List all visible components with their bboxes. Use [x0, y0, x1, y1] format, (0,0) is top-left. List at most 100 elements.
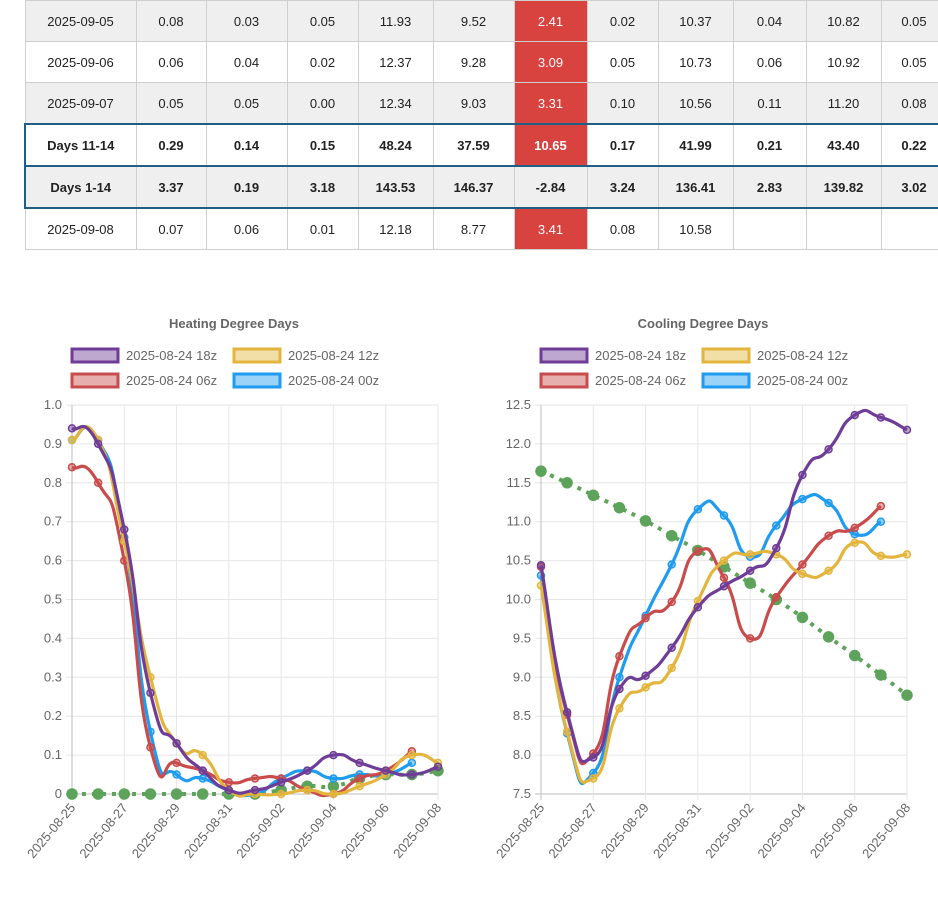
data-point[interactable]: [719, 556, 729, 565]
data-point[interactable]: [822, 631, 835, 643]
data-point[interactable]: [93, 439, 103, 449]
data-point[interactable]: [355, 781, 364, 791]
data-point[interactable]: [327, 780, 340, 792]
data-point[interactable]: [745, 566, 755, 575]
data-point[interactable]: [170, 788, 183, 800]
legend-item[interactable]: 2025-08-24 06z: [539, 372, 686, 389]
data-point[interactable]: [798, 470, 807, 480]
data-point[interactable]: [641, 683, 650, 692]
data-point[interactable]: [824, 445, 833, 454]
data-point[interactable]: [198, 774, 207, 783]
data-point[interactable]: [562, 727, 572, 737]
data-point[interactable]: [144, 788, 157, 800]
legend-item[interactable]: 2025-08-24 18z: [539, 347, 686, 364]
data-point[interactable]: [641, 613, 650, 623]
data-point[interactable]: [824, 566, 833, 575]
data-point[interactable]: [667, 560, 676, 569]
legend-item[interactable]: 2025-08-24 12z: [701, 347, 848, 364]
data-point[interactable]: [172, 758, 181, 768]
data-point[interactable]: [276, 789, 286, 799]
data-point[interactable]: [303, 766, 312, 775]
data-point[interactable]: [719, 573, 729, 582]
data-point[interactable]: [772, 592, 781, 602]
data-point[interactable]: [798, 560, 807, 569]
data-point[interactable]: [719, 511, 729, 520]
data-point[interactable]: [196, 788, 209, 800]
data-point[interactable]: [224, 778, 234, 787]
data-point[interactable]: [615, 673, 624, 682]
data-point[interactable]: [407, 770, 417, 779]
data-point[interactable]: [693, 505, 703, 514]
data-point[interactable]: [876, 517, 886, 526]
data-point[interactable]: [693, 547, 703, 556]
data-point[interactable]: [146, 743, 155, 752]
data-point[interactable]: [250, 774, 260, 783]
data-point[interactable]: [561, 477, 573, 489]
data-point[interactable]: [329, 750, 338, 760]
data-point[interactable]: [745, 634, 755, 643]
legend-item[interactable]: 2025-08-24 12z: [232, 347, 379, 364]
legend-item[interactable]: 2025-08-24 00z: [232, 372, 379, 389]
data-point[interactable]: [276, 778, 286, 787]
data-point[interactable]: [901, 689, 913, 701]
data-point[interactable]: [850, 529, 859, 539]
data-point[interactable]: [172, 739, 181, 748]
data-point[interactable]: [876, 413, 886, 422]
data-point[interactable]: [876, 501, 886, 511]
data-point[interactable]: [848, 649, 861, 662]
data-point[interactable]: [639, 515, 652, 527]
data-point[interactable]: [615, 704, 624, 713]
data-point[interactable]: [824, 531, 833, 540]
data-point[interactable]: [250, 785, 260, 795]
data-point[interactable]: [67, 462, 77, 472]
data-point[interactable]: [824, 498, 833, 508]
data-point[interactable]: [172, 770, 181, 779]
data-point[interactable]: [355, 774, 364, 783]
data-point[interactable]: [667, 663, 676, 673]
data-point[interactable]: [850, 410, 859, 420]
data-point[interactable]: [902, 550, 912, 559]
data-point[interactable]: [355, 758, 364, 768]
legend-item[interactable]: 2025-08-24 00z: [701, 372, 848, 389]
data-point[interactable]: [407, 750, 417, 760]
data-point[interactable]: [198, 750, 207, 760]
data-point[interactable]: [875, 669, 887, 681]
data-point[interactable]: [407, 758, 417, 768]
data-point[interactable]: [433, 762, 443, 772]
data-point[interactable]: [719, 582, 729, 591]
data-point[interactable]: [744, 577, 756, 589]
data-point[interactable]: [562, 708, 572, 717]
data-point[interactable]: [772, 543, 781, 553]
data-point[interactable]: [224, 785, 234, 795]
data-point[interactable]: [329, 789, 338, 799]
data-point[interactable]: [798, 569, 807, 579]
data-point[interactable]: [850, 523, 859, 533]
data-point[interactable]: [876, 551, 886, 561]
data-point[interactable]: [66, 788, 78, 800]
data-point[interactable]: [615, 652, 624, 661]
data-point[interactable]: [536, 561, 546, 570]
data-point[interactable]: [667, 643, 676, 652]
data-point[interactable]: [613, 501, 626, 514]
data-point[interactable]: [667, 597, 676, 607]
data-point[interactable]: [589, 774, 598, 783]
data-point[interactable]: [665, 529, 678, 542]
data-point[interactable]: [381, 766, 390, 775]
data-point[interactable]: [303, 785, 312, 795]
data-point[interactable]: [693, 603, 703, 612]
data-point[interactable]: [902, 425, 912, 435]
data-point[interactable]: [329, 774, 338, 783]
data-point[interactable]: [615, 684, 624, 694]
legend-item[interactable]: 2025-08-24 18z: [70, 347, 217, 364]
data-point[interactable]: [589, 753, 598, 762]
data-point[interactable]: [67, 424, 77, 433]
data-point[interactable]: [92, 788, 104, 800]
data-point[interactable]: [146, 688, 155, 698]
data-point[interactable]: [745, 550, 755, 559]
data-point[interactable]: [118, 788, 131, 800]
data-point[interactable]: [198, 766, 207, 775]
data-point[interactable]: [587, 489, 600, 501]
data-point[interactable]: [850, 538, 859, 547]
data-point[interactable]: [120, 525, 129, 534]
data-point[interactable]: [641, 671, 650, 680]
